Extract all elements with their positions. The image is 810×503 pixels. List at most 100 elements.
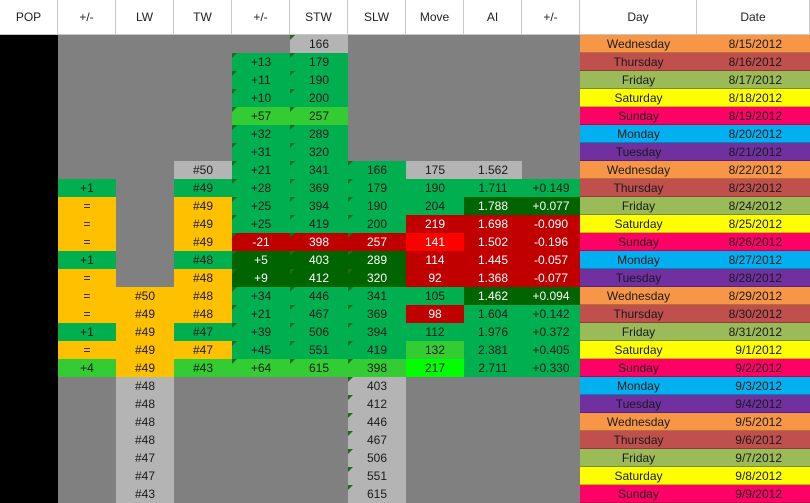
- cell-ai[interactable]: 1.976: [464, 323, 522, 341]
- cell-slw[interactable]: 341: [348, 287, 406, 305]
- cell-pop[interactable]: [0, 71, 58, 89]
- cell-d1[interactable]: +64: [232, 359, 290, 377]
- cell-d2[interactable]: -0.090: [522, 215, 580, 233]
- date-cell[interactable]: 8/19/2012: [697, 107, 810, 125]
- day-cell[interactable]: Monday: [580, 377, 697, 395]
- cell-lw[interactable]: #48: [116, 377, 174, 395]
- cell-pop[interactable]: [0, 431, 58, 449]
- cell-pop[interactable]: [0, 35, 58, 53]
- cell-lw[interactable]: #49: [116, 359, 174, 377]
- date-cell[interactable]: 9/6/2012: [697, 431, 810, 449]
- day-cell[interactable]: Wednesday: [580, 413, 697, 431]
- cell-slw[interactable]: 190: [348, 197, 406, 215]
- cell-d1[interactable]: +11: [232, 71, 290, 89]
- cell-stw[interactable]: 506: [290, 323, 348, 341]
- day-cell[interactable]: Sunday: [580, 233, 697, 251]
- cell-pop[interactable]: [0, 449, 58, 467]
- cell-ai[interactable]: 1.368: [464, 269, 522, 287]
- cell-d1[interactable]: +21: [232, 161, 290, 179]
- cell-tw[interactable]: #50: [174, 161, 232, 179]
- cell-pop[interactable]: [0, 161, 58, 179]
- cell-d1[interactable]: +10: [232, 89, 290, 107]
- cell-pop[interactable]: [0, 485, 58, 503]
- cell-ai[interactable]: 1.788: [464, 197, 522, 215]
- cell-d2[interactable]: -0.196: [522, 233, 580, 251]
- cell-d1[interactable]: +13: [232, 53, 290, 71]
- cell-tw[interactable]: #49: [174, 197, 232, 215]
- cell-lw[interactable]: #49: [116, 323, 174, 341]
- cell-stw[interactable]: 412: [290, 269, 348, 287]
- cell-tw[interactable]: #48: [174, 269, 232, 287]
- cell-d1[interactable]: +25: [232, 215, 290, 233]
- cell-pop[interactable]: [0, 143, 58, 161]
- day-cell[interactable]: Tuesday: [580, 269, 697, 287]
- cell-slw[interactable]: 506: [348, 449, 406, 467]
- cell-d1[interactable]: +57: [232, 107, 290, 125]
- date-cell[interactable]: 8/25/2012: [697, 215, 810, 233]
- cell-slw[interactable]: 398: [348, 359, 406, 377]
- cell-move[interactable]: 105: [406, 287, 464, 305]
- cell-lw[interactable]: #48: [116, 413, 174, 431]
- cell-ai[interactable]: 2.381: [464, 341, 522, 359]
- cell-slw[interactable]: 551: [348, 467, 406, 485]
- day-cell[interactable]: Saturday: [580, 215, 697, 233]
- cell-d1[interactable]: +9: [232, 269, 290, 287]
- cell-pop[interactable]: [0, 359, 58, 377]
- date-cell[interactable]: 8/22/2012: [697, 161, 810, 179]
- cell-slw[interactable]: 257: [348, 233, 406, 251]
- date-cell[interactable]: 8/17/2012: [697, 71, 810, 89]
- cell-lw[interactable]: #49: [116, 341, 174, 359]
- cell-slw[interactable]: 320: [348, 269, 406, 287]
- date-cell[interactable]: 8/27/2012: [697, 251, 810, 269]
- date-cell[interactable]: 8/23/2012: [697, 179, 810, 197]
- cell-tw[interactable]: #43: [174, 359, 232, 377]
- cell-d1[interactable]: +21: [232, 305, 290, 323]
- cell-lw[interactable]: #49: [116, 305, 174, 323]
- day-cell[interactable]: Sunday: [580, 359, 697, 377]
- day-cell[interactable]: Thursday: [580, 179, 697, 197]
- cell-pop[interactable]: [0, 107, 58, 125]
- day-cell[interactable]: Friday: [580, 197, 697, 215]
- cell-tw[interactable]: #47: [174, 323, 232, 341]
- day-cell[interactable]: Monday: [580, 125, 697, 143]
- date-cell[interactable]: 9/1/2012: [697, 341, 810, 359]
- cell-stw[interactable]: 615: [290, 359, 348, 377]
- cell-d2[interactable]: +0.405: [522, 341, 580, 359]
- cell-stw[interactable]: 257: [290, 107, 348, 125]
- cell-d2[interactable]: +0.142: [522, 305, 580, 323]
- cell-pop[interactable]: [0, 413, 58, 431]
- cell-lw[interactable]: #48: [116, 395, 174, 413]
- day-cell[interactable]: Thursday: [580, 53, 697, 71]
- cell-d1[interactable]: +32: [232, 125, 290, 143]
- cell-pd[interactable]: =: [58, 305, 116, 323]
- cell-slw[interactable]: 394: [348, 323, 406, 341]
- cell-slw[interactable]: 369: [348, 305, 406, 323]
- cell-pop[interactable]: [0, 197, 58, 215]
- cell-pd[interactable]: +1: [58, 179, 116, 197]
- cell-slw[interactable]: 179: [348, 179, 406, 197]
- cell-d2[interactable]: +0.372: [522, 323, 580, 341]
- cell-ai[interactable]: 1.711: [464, 179, 522, 197]
- date-cell[interactable]: 8/29/2012: [697, 287, 810, 305]
- cell-d2[interactable]: +0.330: [522, 359, 580, 377]
- cell-ai[interactable]: 1.462: [464, 287, 522, 305]
- cell-pop[interactable]: [0, 89, 58, 107]
- cell-pd[interactable]: +1: [58, 323, 116, 341]
- day-cell[interactable]: Monday: [580, 251, 697, 269]
- cell-ai[interactable]: 1.604: [464, 305, 522, 323]
- cell-pop[interactable]: [0, 269, 58, 287]
- cell-pd[interactable]: +4: [58, 359, 116, 377]
- date-cell[interactable]: 8/18/2012: [697, 89, 810, 107]
- date-cell[interactable]: 8/28/2012: [697, 269, 810, 287]
- date-cell[interactable]: 9/3/2012: [697, 377, 810, 395]
- cell-slw[interactable]: 403: [348, 377, 406, 395]
- day-cell[interactable]: Saturday: [580, 467, 697, 485]
- cell-slw[interactable]: 412: [348, 395, 406, 413]
- cell-move[interactable]: 190: [406, 179, 464, 197]
- cell-stw[interactable]: 166: [290, 35, 348, 53]
- cell-stw[interactable]: 320: [290, 143, 348, 161]
- cell-move[interactable]: 112: [406, 323, 464, 341]
- cell-stw[interactable]: 190: [290, 71, 348, 89]
- cell-d1[interactable]: +31: [232, 143, 290, 161]
- cell-move[interactable]: 98: [406, 305, 464, 323]
